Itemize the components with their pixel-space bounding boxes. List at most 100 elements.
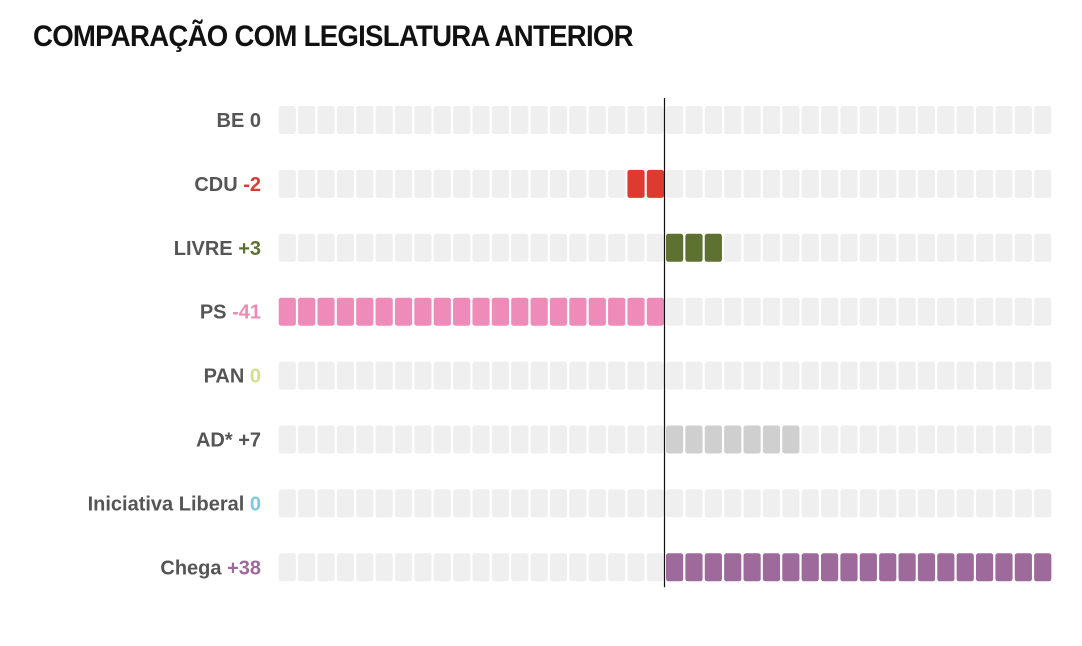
filled-seat-cell: [956, 553, 974, 582]
row-ps: PS -41: [200, 297, 1052, 326]
empty-seat-cell: [801, 169, 819, 198]
empty-seat-cell: [879, 361, 897, 390]
empty-seat-cell: [666, 489, 684, 518]
empty-seat-cell: [743, 297, 761, 326]
empty-seat-cell: [394, 425, 413, 454]
empty-seat-cell: [704, 297, 722, 326]
empty-seat-cell: [898, 233, 916, 262]
party-name: Iniciativa Liberal: [88, 493, 250, 515]
empty-seat-cell: [608, 553, 626, 582]
empty-seat-cell: [356, 553, 374, 582]
party-name: PAN: [204, 366, 250, 388]
empty-seat-cell: [1014, 489, 1032, 518]
filled-seat-cell: [298, 297, 316, 326]
empty-seat-cell: [976, 361, 994, 390]
empty-seat-cell: [549, 361, 568, 390]
seat-change-value: 0: [250, 366, 261, 388]
filled-seat-cell: [840, 553, 858, 582]
empty-seat-cell: [278, 106, 296, 134]
empty-seat-cell: [821, 233, 839, 262]
empty-seat-cell: [898, 106, 916, 134]
empty-seat-cell: [453, 361, 471, 390]
empty-seat-cell: [453, 553, 471, 582]
party-name: LIVRE: [174, 238, 238, 260]
empty-seat-cell: [491, 489, 509, 518]
filled-seat-cell: [317, 297, 335, 326]
empty-seat-cell: [511, 489, 529, 518]
empty-seat-cell: [298, 361, 316, 390]
empty-seat-cell: [898, 425, 916, 454]
empty-seat-cell: [1034, 233, 1052, 262]
empty-seat-cell: [646, 425, 664, 454]
filled-seat-cell: [704, 553, 722, 582]
empty-seat-cell: [317, 361, 335, 390]
filled-seat-cell: [336, 297, 354, 326]
filled-seat-cell: [995, 553, 1013, 582]
empty-seat-cell: [491, 233, 509, 262]
row-cdu: CDU -2: [194, 169, 1052, 198]
empty-seat-cell: [414, 489, 432, 518]
empty-seat-cell: [491, 425, 509, 454]
empty-seat-cell: [646, 553, 664, 582]
row-label-be: BE 0: [217, 110, 261, 132]
empty-seat-cell: [569, 489, 587, 518]
filled-seat-cell: [646, 297, 664, 326]
empty-seat-cell: [879, 297, 897, 326]
filled-seat-cell: [394, 297, 413, 326]
empty-seat-cell: [530, 233, 548, 262]
filled-seat-cell: [511, 297, 529, 326]
filled-seat-cell: [646, 169, 664, 198]
filled-seat-cell: [453, 297, 471, 326]
empty-seat-cell: [859, 489, 877, 518]
filled-seat-cell: [433, 297, 451, 326]
empty-seat-cell: [1034, 489, 1052, 518]
filled-seat-cell: [879, 553, 897, 582]
empty-seat-cell: [491, 553, 509, 582]
empty-seat-cell: [627, 489, 645, 518]
empty-seat-cell: [782, 169, 800, 198]
empty-seat-cell: [898, 361, 916, 390]
filled-seat-cell: [666, 233, 684, 262]
empty-seat-cell: [859, 169, 877, 198]
empty-seat-cell: [704, 361, 722, 390]
empty-seat-cell: [762, 297, 781, 326]
empty-seat-cell: [549, 106, 568, 134]
filled-seat-cell: [569, 297, 587, 326]
empty-seat-cell: [433, 106, 451, 134]
empty-seat-cell: [917, 297, 936, 326]
empty-seat-cell: [898, 489, 916, 518]
empty-seat-cell: [549, 553, 568, 582]
empty-seat-cell: [821, 169, 839, 198]
empty-seat-cell: [879, 169, 897, 198]
empty-seat-cell: [762, 233, 781, 262]
row-be: BE 0: [217, 106, 1052, 134]
empty-seat-cell: [937, 425, 955, 454]
filled-seat-cell: [491, 297, 509, 326]
empty-seat-cell: [608, 106, 626, 134]
empty-seat-cell: [356, 361, 374, 390]
empty-seat-cell: [724, 489, 742, 518]
filled-seat-cell: [976, 553, 994, 582]
empty-seat-cell: [762, 361, 781, 390]
empty-seat-cell: [375, 233, 393, 262]
empty-seat-cell: [298, 425, 316, 454]
party-name: Chega: [160, 557, 227, 579]
row-label-pan: PAN 0: [204, 366, 261, 388]
seat-change-value: +3: [238, 238, 261, 260]
empty-seat-cell: [956, 361, 974, 390]
empty-seat-cell: [530, 169, 548, 198]
empty-seat-cell: [433, 361, 451, 390]
empty-seat-cell: [530, 489, 548, 518]
empty-seat-cell: [608, 489, 626, 518]
empty-seat-cell: [1014, 425, 1032, 454]
filled-seat-cell: [762, 425, 781, 454]
empty-seat-cell: [956, 106, 974, 134]
empty-seat-cell: [743, 489, 761, 518]
empty-seat-cell: [453, 425, 471, 454]
empty-seat-cell: [840, 489, 858, 518]
filled-seat-cell: [704, 425, 722, 454]
party-name: BE: [217, 110, 250, 132]
empty-seat-cell: [549, 425, 568, 454]
row-label-ps: PS -41: [200, 302, 261, 324]
